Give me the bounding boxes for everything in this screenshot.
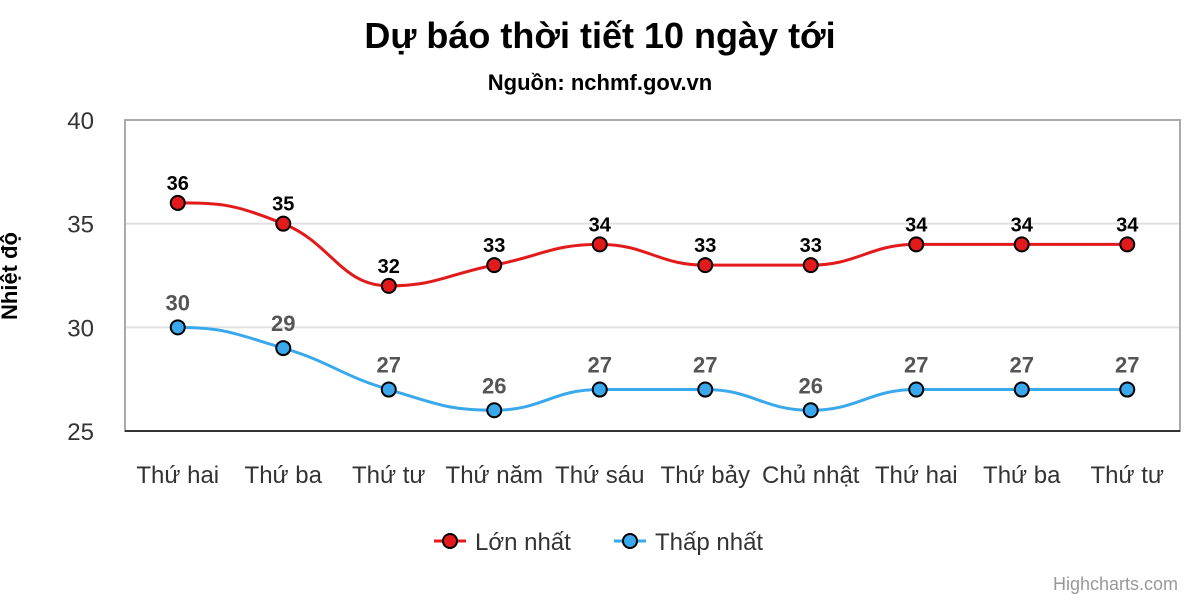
x-tick-label: Chủ nhật [762,462,860,489]
data-label: 29 [271,311,295,336]
x-tick-label: Thứ bảy [661,462,750,489]
legend-marker-icon [442,533,458,549]
y-tick-label: 25 [67,419,94,446]
data-point-marker[interactable] [802,402,819,419]
data-point-marker[interactable] [1013,236,1030,253]
data-label: 34 [905,214,928,236]
data-point-marker[interactable] [908,381,925,398]
y-tick-label: 30 [67,315,94,342]
legend-item-max[interactable]: Lớn nhất [434,529,571,556]
data-label: 27 [693,353,717,378]
data-point-marker[interactable] [380,277,397,294]
data-point-marker[interactable] [275,340,292,357]
data-point-marker[interactable] [697,381,714,398]
x-tick-label: Thứ ba [245,462,323,489]
y-tick-label: 40 [67,108,94,135]
legend-label: Thấp nhất [655,529,763,556]
data-point-marker[interactable] [802,257,819,274]
data-point-marker[interactable] [591,236,608,253]
data-point-marker[interactable] [1119,236,1136,253]
data-label: 30 [166,290,190,315]
x-tick-label: Thứ hai [875,462,958,489]
series-max: 36 35 32 33 34 33 33 34 34 34 [167,173,1139,294]
axes [124,119,1181,432]
data-label: 34 [1011,214,1034,236]
x-tick-label: Thứ sáu [555,462,644,489]
data-point-marker[interactable] [486,402,503,419]
chart-subtitle: Nguồn: nchmf.gov.vn [488,70,712,95]
data-label: 27 [377,353,401,378]
data-label: 33 [483,235,505,257]
data-label: 36 [167,173,189,195]
data-point-marker[interactable] [591,381,608,398]
data-point-marker[interactable] [486,257,503,274]
data-point-marker[interactable] [275,215,292,232]
legend-item-min[interactable]: Thấp nhất [614,529,763,556]
data-point-marker[interactable] [169,194,186,211]
x-tick-label: Thứ năm [446,462,543,489]
data-point-marker[interactable] [169,319,186,336]
data-label: 27 [904,353,928,378]
data-point-marker[interactable] [1119,381,1136,398]
x-tick-label: Thứ tư [352,462,425,489]
data-label: 27 [1115,353,1139,378]
chart-title: Dự báo thời tiết 10 ngày tới [364,15,835,56]
series-line [177,201,1128,288]
x-axis-ticks: Thứ hai Thứ ba Thứ tư Thứ năm Thứ sáu Thứ bảy… [136,462,1164,489]
grid-lines [125,222,1180,329]
data-point-marker[interactable] [908,236,925,253]
legend-marker-icon [622,533,638,549]
series-line [177,325,1128,412]
data-label: 27 [1010,353,1034,378]
data-point-marker[interactable] [1013,381,1030,398]
legend-label: Lớn nhất [475,529,571,556]
data-point-marker[interactable] [380,381,397,398]
data-label: 33 [800,235,822,257]
legend: Lớn nhất Thấp nhất [434,529,763,556]
series-min: 30 29 27 26 27 27 26 27 27 27 [166,290,1139,419]
data-label: 35 [272,194,294,216]
data-label: 33 [694,235,716,257]
credits-link[interactable]: Highcharts.com [1053,574,1178,594]
y-tick-label: 35 [67,212,94,239]
y-axis-ticks: 25 30 35 40 [67,108,94,446]
x-tick-label: Thứ ba [983,462,1061,489]
data-label: 34 [1116,214,1139,236]
data-label: 34 [589,214,612,236]
x-tick-label: Thứ hai [136,462,219,489]
x-tick-label: Thứ tư [1091,462,1164,489]
y-axis-title: Nhiệt độ [0,232,22,320]
data-label: 26 [482,373,506,398]
series-group: 36 35 32 33 34 33 33 34 34 34 30 29 27 26 27 27 26 27 27 27 [166,173,1139,419]
data-label: 32 [378,256,400,278]
data-label: 26 [799,373,823,398]
data-point-marker[interactable] [697,257,714,274]
data-label: 27 [588,353,612,378]
